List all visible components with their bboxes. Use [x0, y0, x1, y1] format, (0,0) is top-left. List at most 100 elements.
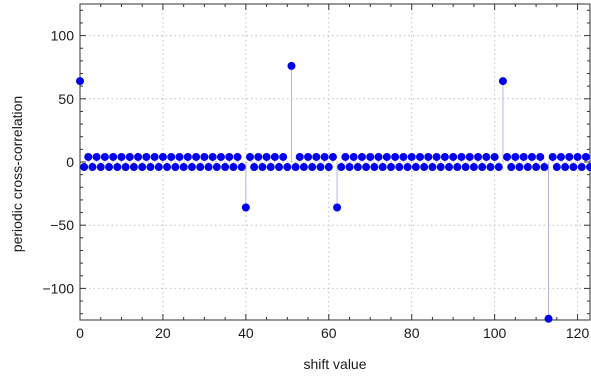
- data-points: [76, 61, 591, 323]
- data-point: [279, 152, 288, 161]
- data-point: [254, 152, 263, 161]
- data-point: [498, 77, 507, 86]
- data-point: [474, 152, 483, 161]
- data-point: [80, 163, 89, 172]
- data-point: [577, 163, 586, 172]
- x-tick-label: 120: [566, 325, 590, 341]
- data-point: [121, 163, 130, 172]
- data-point: [187, 163, 196, 172]
- data-point: [283, 163, 292, 172]
- x-tick-label: 100: [483, 325, 507, 341]
- data-point: [304, 152, 313, 161]
- y-tick-label: 0: [66, 154, 74, 170]
- data-point: [532, 163, 541, 172]
- data-point: [457, 152, 466, 161]
- data-point: [262, 152, 271, 161]
- data-point: [92, 152, 101, 161]
- data-point: [246, 152, 254, 161]
- data-point: [569, 163, 578, 172]
- data-point: [179, 163, 188, 172]
- data-point: [403, 163, 412, 172]
- data-point: [208, 152, 217, 161]
- data-point: [175, 152, 184, 161]
- data-point: [366, 152, 375, 161]
- data-point: [519, 152, 528, 161]
- data-point: [440, 152, 449, 161]
- data-point: [258, 163, 267, 172]
- data-point: [511, 152, 520, 161]
- data-point: [540, 163, 549, 172]
- data-point: [295, 152, 304, 161]
- data-point: [183, 152, 192, 161]
- data-point: [445, 163, 454, 172]
- data-point: [428, 163, 437, 172]
- stems: [79, 65, 591, 319]
- data-point: [320, 152, 329, 161]
- data-point: [270, 152, 279, 161]
- data-point: [507, 163, 516, 172]
- data-point: [416, 152, 424, 161]
- data-point: [378, 163, 387, 172]
- data-point: [411, 163, 420, 172]
- data-point: [299, 163, 308, 172]
- data-point: [349, 152, 358, 161]
- data-point: [241, 203, 250, 212]
- data-point: [478, 163, 487, 172]
- x-tick-label: 60: [321, 325, 337, 341]
- data-point: [561, 163, 570, 172]
- data-point: [316, 163, 325, 172]
- data-point: [370, 163, 379, 172]
- data-point: [482, 152, 491, 161]
- data-point: [399, 152, 408, 161]
- data-point: [84, 152, 93, 161]
- data-point: [200, 152, 209, 161]
- data-point: [105, 163, 114, 172]
- x-axis-title: shift value: [303, 356, 366, 372]
- x-tick-label: 80: [404, 325, 420, 341]
- data-point: [158, 152, 167, 161]
- data-point: [353, 163, 362, 172]
- data-point: [362, 163, 371, 172]
- data-point: [527, 152, 536, 161]
- y-axis-title: periodic cross-correlation: [9, 96, 25, 252]
- y-tick-label: 100: [51, 28, 75, 44]
- data-point: [382, 152, 391, 161]
- data-point: [469, 163, 478, 172]
- data-point: [573, 152, 582, 161]
- data-point: [341, 152, 350, 161]
- data-point: [515, 163, 524, 172]
- data-point: [312, 152, 321, 161]
- data-point: [386, 163, 395, 172]
- data-point: [134, 152, 143, 161]
- data-point: [324, 163, 333, 172]
- data-point: [196, 163, 205, 172]
- data-point: [556, 152, 565, 161]
- data-point: [523, 163, 532, 172]
- data-point: [266, 163, 275, 172]
- data-point: [204, 163, 213, 172]
- data-point: [192, 152, 201, 161]
- data-point: [142, 152, 151, 161]
- data-point: [100, 152, 109, 161]
- data-point: [503, 152, 512, 161]
- data-point: [544, 314, 553, 323]
- data-point: [237, 163, 246, 172]
- data-point: [328, 152, 337, 161]
- data-point: [308, 163, 317, 172]
- data-point: [125, 152, 134, 161]
- data-point: [138, 163, 147, 172]
- data-point: [432, 152, 441, 161]
- data-point: [221, 163, 230, 172]
- data-point: [287, 61, 296, 70]
- data-point: [275, 163, 284, 172]
- data-point: [212, 163, 221, 172]
- data-point: [465, 152, 474, 161]
- data-point: [216, 152, 225, 161]
- y-tick-label: 50: [58, 91, 74, 107]
- data-point: [395, 163, 404, 172]
- data-point: [167, 152, 176, 161]
- data-point: [424, 152, 433, 161]
- data-point: [250, 163, 259, 172]
- axis-ticks: 0 20 40 60 80 100 120 −100 −50 0 50 100: [42, 4, 590, 341]
